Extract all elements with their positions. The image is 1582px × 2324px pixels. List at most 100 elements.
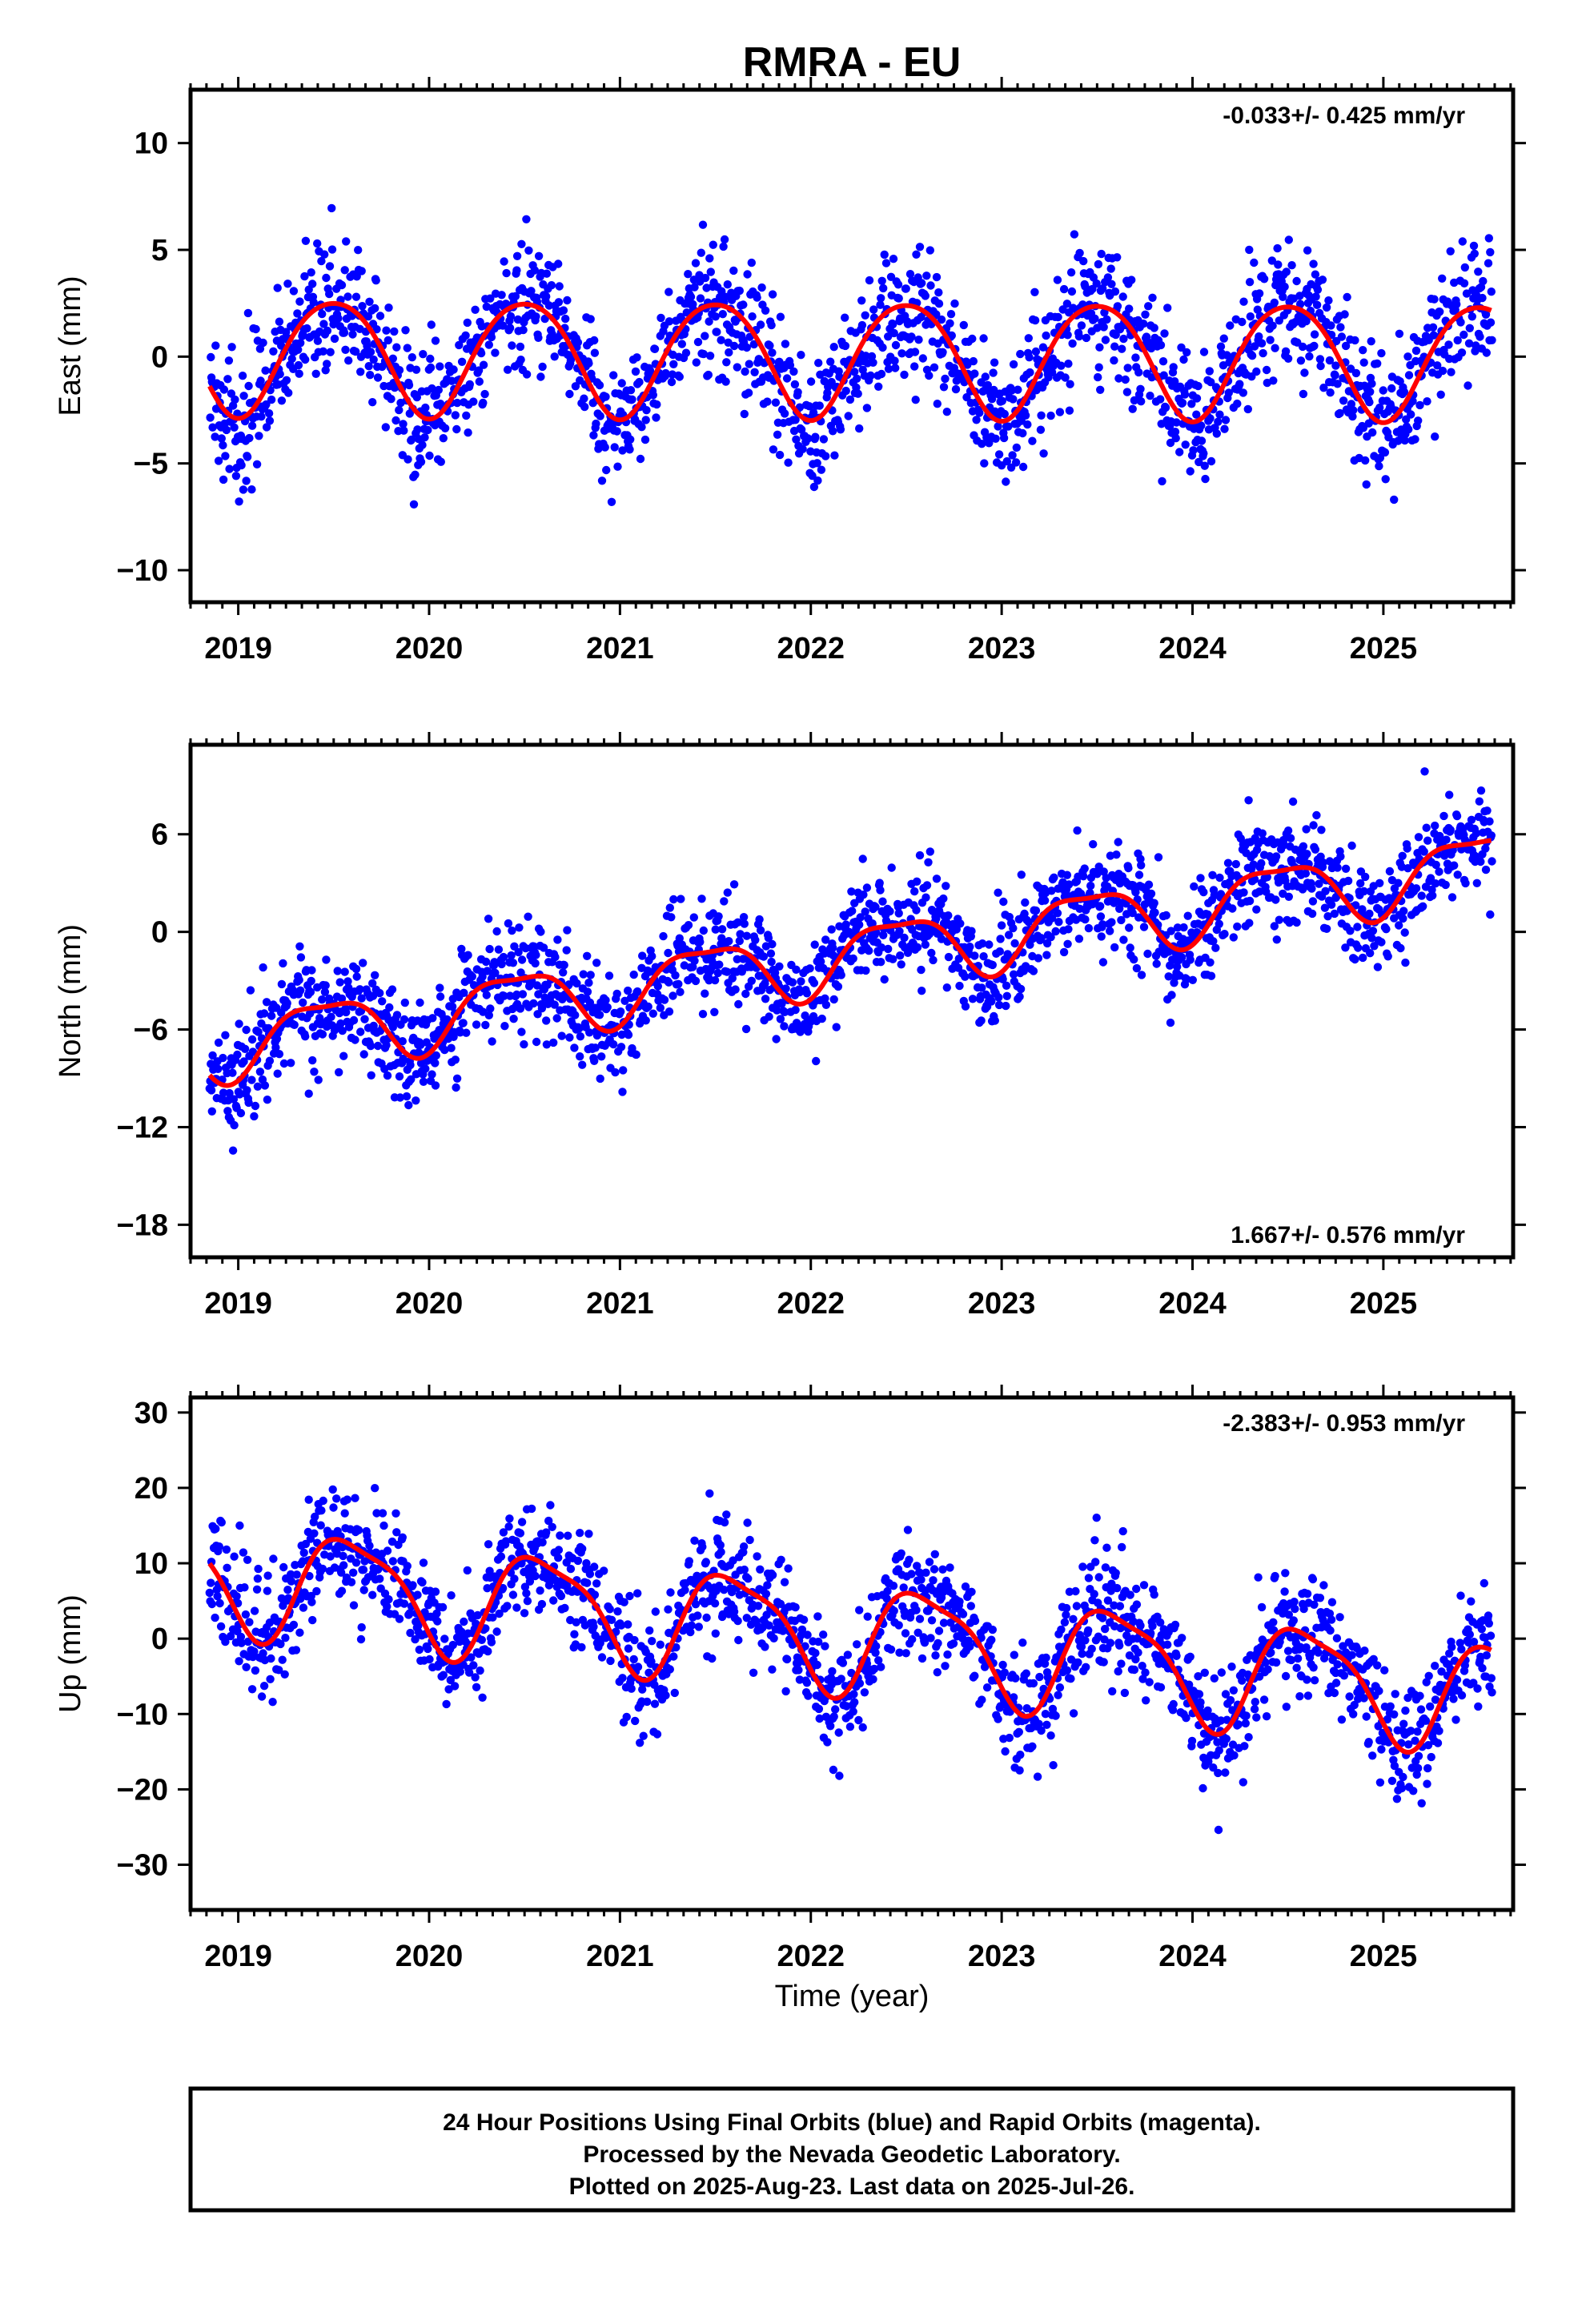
data-point <box>436 362 444 371</box>
data-point <box>1065 406 1074 415</box>
data-point <box>606 1656 615 1666</box>
data-point <box>652 1730 662 1739</box>
data-point <box>1395 921 1403 930</box>
data-point <box>1270 298 1279 308</box>
data-point <box>215 1542 223 1551</box>
data-point <box>773 1006 781 1015</box>
data-point <box>516 1529 525 1538</box>
data-point <box>597 1052 606 1061</box>
data-point <box>1009 970 1018 979</box>
data-point <box>781 984 790 993</box>
data-point <box>409 500 419 509</box>
data-point <box>666 1588 675 1597</box>
data-point <box>463 318 472 328</box>
data-point <box>1476 786 1486 795</box>
data-point <box>1182 348 1191 357</box>
data-point <box>702 1613 711 1622</box>
data-point <box>763 1581 772 1590</box>
data-point <box>841 341 850 351</box>
data-point <box>1253 305 1263 314</box>
data-point <box>767 320 776 330</box>
data-point <box>1164 972 1173 981</box>
data-point <box>618 1088 627 1096</box>
data-point <box>1158 357 1168 366</box>
data-point <box>388 354 397 363</box>
data-point <box>235 1019 243 1028</box>
data-point <box>1047 368 1057 377</box>
data-point <box>348 330 357 339</box>
data-point <box>404 380 414 390</box>
data-point <box>1379 386 1387 395</box>
data-point <box>356 368 365 376</box>
data-point <box>313 239 322 248</box>
data-point <box>926 246 935 255</box>
data-point <box>1275 316 1284 325</box>
data-point <box>1025 353 1034 362</box>
data-point <box>451 1055 460 1064</box>
data-point <box>328 1485 337 1494</box>
data-point <box>664 1605 673 1614</box>
data-point <box>1030 287 1039 296</box>
data-point <box>665 287 673 296</box>
data-point <box>669 895 678 904</box>
data-point <box>378 997 387 1006</box>
data-point <box>450 1682 460 1691</box>
data-point <box>1333 863 1342 872</box>
data-point <box>1079 872 1088 881</box>
data-point <box>750 368 759 376</box>
data-point <box>841 920 850 929</box>
data-point <box>404 1100 413 1110</box>
data-point <box>329 1503 338 1512</box>
data-point <box>1453 336 1462 345</box>
data-point <box>768 348 777 357</box>
data-point <box>792 965 801 975</box>
data-point <box>221 452 230 460</box>
data-point <box>404 455 412 464</box>
data-point <box>970 951 979 960</box>
data-point <box>269 1554 278 1563</box>
data-point <box>337 280 347 290</box>
data-point <box>1423 836 1432 845</box>
data-point <box>219 385 229 394</box>
data-point <box>268 1698 277 1707</box>
data-point <box>1062 300 1072 308</box>
data-point <box>659 931 668 941</box>
data-point <box>280 1670 289 1679</box>
data-point <box>566 1564 576 1574</box>
data-point <box>797 977 805 986</box>
data-point <box>1179 355 1188 364</box>
data-point <box>360 1015 369 1023</box>
data-point <box>768 939 777 949</box>
data-point <box>1179 923 1188 932</box>
data-point <box>635 377 644 387</box>
data-point <box>339 328 349 337</box>
data-point <box>911 396 920 404</box>
data-point <box>544 301 554 310</box>
data-point <box>1181 440 1190 449</box>
data-point <box>708 1654 717 1663</box>
data-point <box>1302 316 1311 326</box>
data-point <box>956 919 965 928</box>
data-point <box>706 267 715 276</box>
data-point <box>399 1054 408 1063</box>
data-point <box>687 1621 696 1630</box>
data-point <box>1046 933 1055 942</box>
data-point <box>915 850 925 860</box>
data-point <box>1054 918 1063 927</box>
data-point <box>722 967 732 976</box>
data-point <box>1301 869 1311 878</box>
data-point <box>565 1033 574 1042</box>
data-point <box>832 1023 841 1031</box>
data-point <box>1400 436 1409 445</box>
data-point <box>411 470 420 479</box>
data-point <box>776 1015 785 1023</box>
data-point <box>550 352 559 361</box>
data-point <box>373 373 383 382</box>
data-point <box>253 1574 263 1583</box>
data-point <box>1207 456 1216 466</box>
data-point <box>375 312 385 320</box>
data-point <box>278 1655 287 1664</box>
data-point <box>287 1570 295 1579</box>
